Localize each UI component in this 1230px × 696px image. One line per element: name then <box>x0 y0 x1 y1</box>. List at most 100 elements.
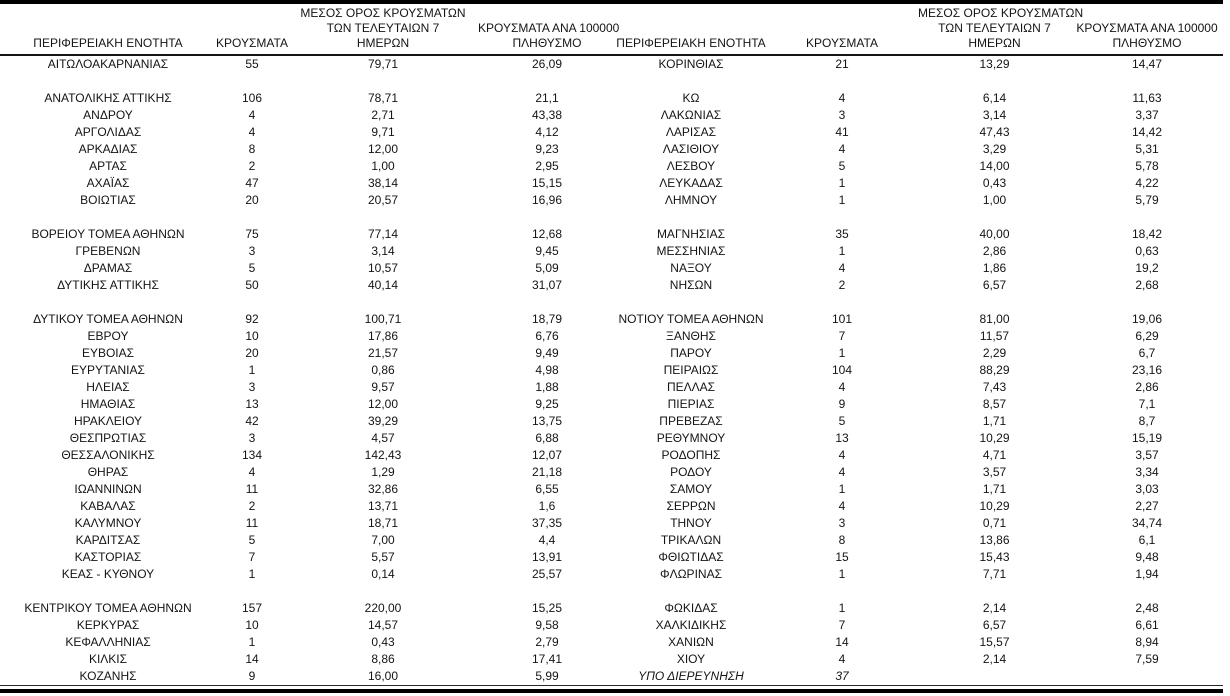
cases-cell <box>216 209 288 226</box>
region-cell: ΚΟΡΙΝΘΙΑΣ <box>658 57 724 71</box>
region-cell: ΔΥΤΙΚΗΣ ΑΤΤΙΚΗΣ <box>57 278 159 292</box>
cases-cell: 9 <box>248 669 256 683</box>
region-cell: ΦΩΚΙΔΑΣ <box>664 601 718 615</box>
table-row: ΛΗΜΝΟΥ 1 1,00 5,79 <box>616 192 1223 209</box>
header-avg7: ΜΕΣΟΣ ΟΡΟΣ ΚΡΟΥΣΜΑΤΩΝ ΤΩΝ ΤΕΛΕΥΤΑΙΩΝ 7 Η… <box>918 4 1083 56</box>
per100k-cell: 3,34 <box>1135 465 1159 479</box>
per100k-cell: 12,07 <box>531 448 563 462</box>
cases-cell: 14 <box>835 635 849 649</box>
per100k-cell: 19,06 <box>1131 312 1163 326</box>
table-row: ΑΝΑΤΟΛΙΚΗΣ ΑΤΤΙΚΗΣ 106 78,71 21,1 <box>0 90 616 107</box>
cases-cell: 4 <box>248 465 256 479</box>
cases-cell: 4 <box>838 142 846 156</box>
per100k-cell: 25,57 <box>531 567 563 581</box>
cases-cell: 101 <box>831 312 853 326</box>
cases-cell <box>766 73 918 90</box>
cases-cell: 5 <box>248 261 256 275</box>
per100k-cell: 5,99 <box>535 669 559 683</box>
region-cell: ΘΗΡΑΣ <box>87 465 129 479</box>
per100k-cell: 6,88 <box>535 431 559 445</box>
header-region: ΠΕΡΙΦΕΡΕΙΑΚΗ ΕΝΟΤΗΤΑ <box>616 4 766 56</box>
per100k-cell: 26,09 <box>531 57 563 71</box>
per100k-cell: 2,68 <box>1135 278 1159 292</box>
cases-cell: 4 <box>838 448 846 462</box>
region-cell: ΔΥΤΙΚΟΥ ΤΟΜΕΑ ΑΘΗΝΩΝ <box>33 312 183 326</box>
cases-cell: 2 <box>248 499 256 513</box>
table-row: ΕΥΒΟΙΑΣ 20 21,57 9,49 <box>0 345 616 362</box>
region-cell: ΠΕΙΡΑΙΩΣ <box>663 363 719 377</box>
per100k-cell: 23,16 <box>1131 363 1163 377</box>
per100k-cell: 1,88 <box>535 380 559 394</box>
per100k-cell: 15,15 <box>531 176 563 190</box>
cases-cell: 21 <box>835 57 849 71</box>
table-row: ΝΟΤΙΟΥ ΤΟΜΕΑ ΑΘΗΝΩΝ 101 81,00 19,06 <box>616 311 1223 328</box>
cases-cell: 1 <box>838 244 846 258</box>
cases-cell: 8 <box>248 142 256 156</box>
per100k-cell: 6,29 <box>1135 329 1159 343</box>
region-cell: ΕΥΒΟΙΑΣ <box>81 346 135 360</box>
per100k-cell: 2,86 <box>1135 380 1159 394</box>
table-row: ΘΕΣΠΡΩΤΙΑΣ 3 4,57 6,88 <box>0 430 616 447</box>
table-header-right: ΠΕΡΙΦΕΡΕΙΑΚΗ ΕΝΟΤΗΤΑ ΚΡΟΥΣΜΑΤΑ ΜΕΣΟΣ ΟΡΟ… <box>616 4 1223 56</box>
table-row: ΙΩΑΝΝΙΝΩΝ 11 32,86 6,55 <box>0 481 616 498</box>
per100k-cell: 13,91 <box>531 550 563 564</box>
header-per100k: ΚΡΟΥΣΜΑΤΑ ΑΝΑ 100000 ΠΛΗΘΥΣΜΟ <box>478 4 619 56</box>
region-cell <box>0 294 216 311</box>
per100k-cell: 6,7 <box>1138 346 1156 360</box>
avg7-cell: 3,14 <box>371 244 395 258</box>
region-cell: ΠΙΕΡΙΑΣ <box>667 397 715 411</box>
table-row: ΤΗΝΟΥ 3 0,71 34,74 <box>616 515 1223 532</box>
region-cell: ΣΑΜΟΥ <box>669 482 713 496</box>
region-cell: ΧΑΛΚΙΔΙΚΗΣ <box>655 618 727 632</box>
region-cell: ΚΙΛΚΙΣ <box>88 652 128 666</box>
avg7-cell: 40,14 <box>367 278 399 292</box>
avg7-cell: 6,57 <box>982 618 1007 632</box>
region-cell: ΒΟΙΩΤΙΑΣ <box>80 193 136 207</box>
region-cell: ΤΗΝΟΥ <box>670 516 712 530</box>
region-cell: ΑΙΤΩΛΟΑΚΑΡΝΑΝΙΑΣ <box>47 57 169 71</box>
region-cell: ΡΟΔΟΠΗΣ <box>661 448 721 462</box>
per100k-cell: 4,4 <box>538 533 556 547</box>
table-top-border <box>0 0 1223 4</box>
avg7-cell: 10,57 <box>367 261 399 275</box>
cases-cell: 50 <box>245 278 259 292</box>
avg7-cell <box>918 73 1071 90</box>
per100k-cell: 1,94 <box>1135 567 1159 581</box>
table-row: ΕΒΡΟΥ 10 17,86 6,76 <box>0 328 616 345</box>
region-cell: ΠΕΛΛΑΣ <box>666 380 716 394</box>
per100k-cell <box>1071 209 1223 226</box>
header-per100k: ΚΡΟΥΣΜΑΤΑ ΑΝΑ 100000 ΠΛΗΘΥΣΜΟ <box>1071 4 1223 56</box>
avg7-cell: 1,00 <box>371 159 395 173</box>
cases-cell: 1 <box>838 176 846 190</box>
avg7-cell <box>288 294 478 311</box>
per100k-cell: 17,41 <box>531 652 563 666</box>
per100k-cell: 13,75 <box>531 414 563 428</box>
region-cell: ΝΑΞΟΥ <box>670 261 712 275</box>
cases-cell <box>216 73 288 90</box>
per100k-cell: 9,25 <box>535 397 559 411</box>
cases-cell: 4 <box>838 261 846 275</box>
per100k-cell: 2,79 <box>535 635 559 649</box>
per100k-cell <box>1071 294 1223 311</box>
region-cell: ΘΕΣΠΡΩΤΙΑΣ <box>69 431 147 445</box>
per100k-cell: 5,78 <box>1135 159 1159 173</box>
per100k-cell: 21,18 <box>531 465 563 479</box>
avg7-cell: 4,57 <box>371 431 395 445</box>
table-row: ΘΕΣΣΑΛΟΝΙΚΗΣ 134 142,43 12,07 <box>0 447 616 464</box>
header-avg7: ΜΕΣΟΣ ΟΡΟΣ ΚΡΟΥΣΜΑΤΩΝ ΤΩΝ ΤΕΛΕΥΤΑΙΩΝ 7 Η… <box>288 4 478 56</box>
per100k-cell: 11,63 <box>1132 91 1162 105</box>
region-cell: ΦΘΙΩΤΙΔΑΣ <box>658 550 724 564</box>
avg7-cell: 142,43 <box>364 448 402 462</box>
table-row-blank <box>0 583 616 600</box>
header-cases-label: ΚΡΟΥΣΜΑΤΑ <box>216 36 288 50</box>
table-row: ΤΡΙΚΑΛΩΝ 8 13,86 6,1 <box>616 532 1223 549</box>
avg7-cell: 32,86 <box>367 482 399 496</box>
cases-cell: 10 <box>245 329 259 343</box>
avg7-cell: 1,86 <box>982 261 1007 275</box>
cases-cell: 3 <box>248 431 256 445</box>
region-cell: ΜΑΓΝΗΣΙΑΣ <box>656 227 726 241</box>
table-row: ΧΑΝΙΩΝ 14 15,57 8,94 <box>616 634 1223 651</box>
avg7-cell <box>918 209 1071 226</box>
cases-cell: 1 <box>838 482 846 496</box>
table-row-blank <box>0 209 616 226</box>
